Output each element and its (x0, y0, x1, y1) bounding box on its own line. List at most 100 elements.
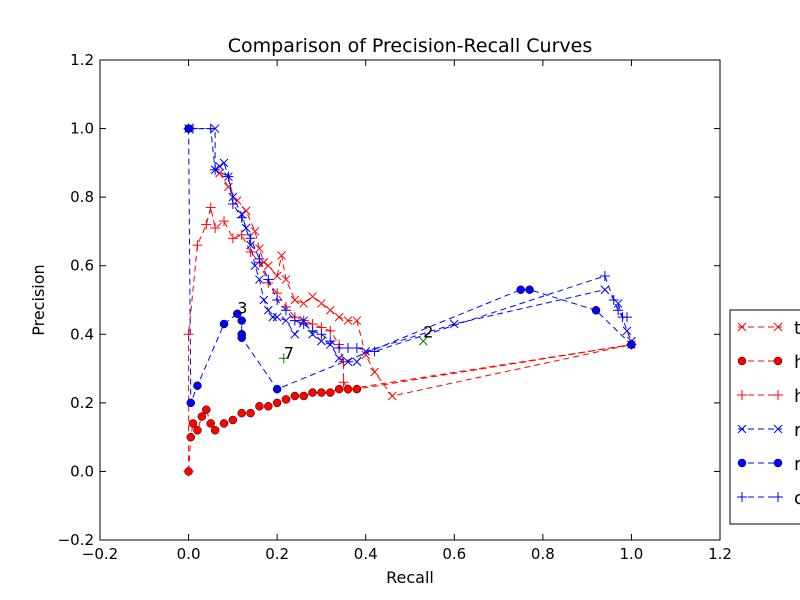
data-point (334, 312, 344, 322)
marker-stroke (250, 227, 260, 236)
data-point (245, 247, 256, 257)
data-point (277, 251, 286, 260)
y-tick-label: 1.0 (70, 120, 94, 138)
data-point (290, 391, 300, 401)
data-point (317, 336, 326, 346)
marker-stroke (228, 192, 238, 202)
plot-area: 3 2 7 (183, 123, 637, 477)
data-point (516, 285, 525, 294)
series-line (188, 207, 632, 472)
data-point (281, 316, 291, 325)
y-tick-label: 0.0 (70, 462, 94, 480)
x-tick-label: 1.2 (708, 545, 732, 563)
data-point (326, 388, 335, 397)
data-point (334, 384, 344, 394)
x-tick-label: 1.0 (619, 545, 643, 563)
marker-stroke (334, 312, 344, 322)
annotation-label: 2 (423, 323, 433, 342)
chart-title: Comparison of Precision-Recall Curves (228, 35, 592, 57)
marker-stroke (370, 367, 379, 377)
marker-stroke (600, 285, 610, 295)
marker-stroke (268, 312, 278, 322)
marker-stroke (352, 316, 362, 325)
data-point (246, 408, 255, 418)
marker-stroke (317, 299, 326, 308)
data-point (290, 295, 300, 305)
legend-marker (737, 458, 747, 468)
data-point (334, 343, 345, 353)
legend-marker (773, 390, 783, 400)
data-point (608, 295, 619, 305)
data-point (205, 123, 216, 134)
data-point (224, 182, 233, 192)
marker-stroke (352, 357, 362, 367)
annotation-label: 7 (284, 343, 294, 362)
x-tick-label: 0.2 (265, 545, 289, 563)
series-1 (184, 340, 636, 476)
marker-stroke (418, 336, 428, 346)
legend-box (729, 309, 800, 525)
extra-point (418, 336, 428, 346)
data-point (228, 192, 238, 202)
data-point (338, 356, 349, 367)
data-point (308, 388, 317, 397)
marker-stroke (259, 295, 269, 305)
data-point (334, 353, 344, 363)
data-point (193, 426, 202, 435)
marker-stroke (737, 322, 747, 332)
series-line (188, 344, 632, 472)
marker-stroke (308, 292, 317, 301)
data-point (613, 299, 623, 308)
data-point (263, 261, 273, 271)
legend-marker (773, 424, 783, 434)
marker-stroke (317, 336, 326, 346)
legend-marker (773, 458, 783, 468)
data-point (272, 398, 282, 408)
data-point (210, 223, 221, 233)
data-point (241, 206, 251, 216)
data-point (370, 367, 379, 377)
series-line (219, 172, 632, 397)
legend-entry: h (737, 386, 800, 407)
data-point (325, 325, 336, 336)
data-point (233, 309, 242, 318)
data-point (227, 233, 238, 244)
data-point (205, 202, 216, 213)
data-point (186, 398, 196, 408)
legend-marker (737, 492, 747, 502)
data-point (343, 316, 353, 325)
data-point (245, 233, 256, 244)
data-point (197, 412, 207, 421)
data-point (219, 216, 229, 227)
data-point (259, 295, 269, 305)
legend-marker (773, 492, 783, 502)
marker-stroke (250, 261, 260, 271)
data-point (250, 261, 260, 271)
data-point (599, 271, 610, 281)
data-point (613, 305, 624, 316)
marker-stroke (263, 261, 273, 271)
extra-point (278, 353, 289, 364)
data-point (351, 343, 362, 353)
data-point (307, 325, 318, 336)
marker-stroke (613, 299, 623, 308)
data-point (591, 306, 601, 315)
data-point (255, 275, 264, 284)
data-point (343, 384, 353, 395)
data-point (387, 391, 397, 401)
marker-stroke (255, 275, 264, 284)
data-point (254, 253, 265, 264)
y-tick-label: 0.2 (70, 394, 94, 412)
marker-stroke (263, 305, 273, 315)
legend-label: o (794, 488, 800, 509)
data-point (299, 299, 309, 308)
data-point (272, 312, 282, 322)
data-point (338, 377, 349, 388)
data-point (298, 319, 309, 329)
data-point (250, 227, 260, 236)
data-point (281, 395, 291, 404)
marker-stroke (281, 316, 291, 325)
marker-stroke (215, 168, 224, 178)
series-5 (183, 123, 632, 357)
